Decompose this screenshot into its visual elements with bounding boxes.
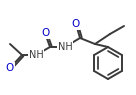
Text: O: O — [72, 19, 80, 29]
Text: O: O — [41, 28, 49, 38]
Text: O: O — [6, 63, 14, 73]
Text: NH: NH — [58, 42, 72, 52]
Text: NH: NH — [29, 50, 43, 60]
